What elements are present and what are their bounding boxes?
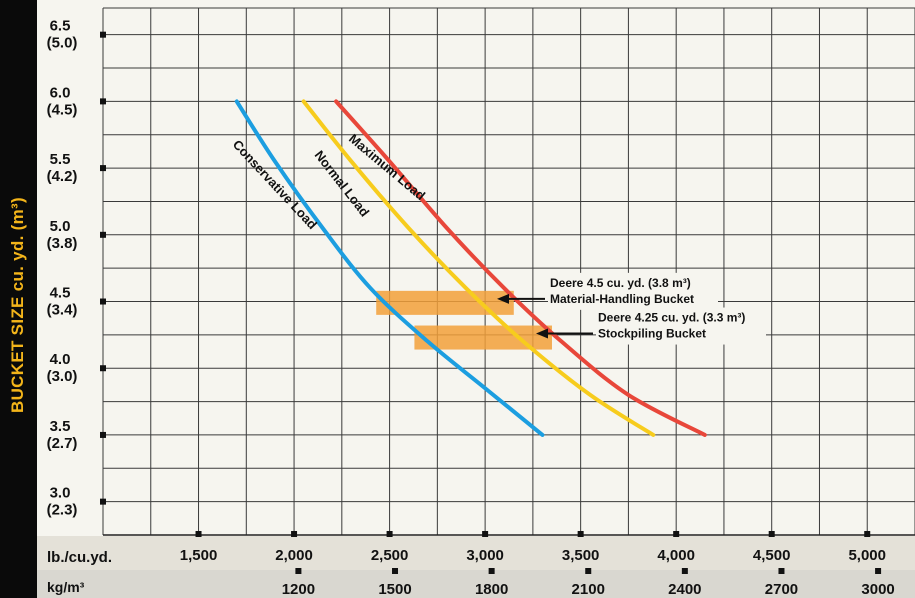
x-tick-mark: [577, 531, 584, 537]
y-axis-side-bar: BUCKET SIZE cu. yd. (m³): [0, 0, 37, 598]
annotation-line-2: Stockpiling Bucket: [598, 327, 706, 341]
y-tick-label: 5.0: [50, 218, 71, 235]
y-tick-sublabel: (2.7): [47, 435, 78, 452]
annotation-line-1: Deere 4.5 cu. yd. (3.8 m³): [550, 276, 691, 290]
x-tick-label-lb: 5,000: [848, 547, 886, 564]
x-tick-label-kg: 3000: [861, 581, 894, 598]
y-tick-sublabel: (4.2): [47, 168, 78, 185]
x-tick-label-lb: 3,500: [562, 547, 600, 564]
y-tick-label: 3.0: [50, 485, 71, 502]
kg-tick-mark: [778, 568, 785, 574]
y-tick-sublabel: (3.4): [47, 302, 78, 319]
x-tick-label-lb: 1,500: [180, 547, 218, 564]
annotation-line-1: Deere 4.25 cu. yd. (3.3 m³): [598, 311, 745, 325]
kg-tick-mark: [681, 568, 688, 574]
x-tick-label-kg: 2100: [572, 581, 605, 598]
x-tick-mark: [386, 531, 393, 537]
kg-tick-mark: [392, 568, 399, 574]
y-tick-mark: [100, 498, 106, 505]
y-tick-label: 5.5: [50, 151, 71, 168]
x-tick-label-kg: 2700: [765, 581, 798, 598]
kg-tick-mark: [295, 568, 302, 574]
y-tick-sublabel: (3.0): [47, 368, 78, 385]
x-tick-label-kg: 1200: [282, 581, 315, 598]
kg-axis-strip: [37, 570, 915, 598]
y-tick-mark: [100, 431, 106, 438]
y-tick-label: 4.0: [50, 351, 71, 368]
x-tick-mark: [673, 531, 680, 537]
series-line: [301, 99, 656, 437]
annotation-arrow-head: [497, 293, 509, 304]
y-tick-label: 6.0: [50, 84, 71, 101]
x-tick-label-lb: 2,500: [371, 547, 409, 564]
y-tick-label: 3.5: [50, 418, 71, 435]
series-line: [234, 99, 545, 437]
x-tick-label-lb: 3,000: [466, 547, 504, 564]
x-tick-label-kg: 1500: [378, 581, 411, 598]
y-tick-sublabel: (2.3): [47, 502, 78, 519]
y-tick-mark: [100, 298, 106, 305]
y-tick-mark: [100, 365, 106, 372]
x-tick-label-lb: 2,000: [275, 547, 313, 564]
x-tick-label-lb: 4,000: [657, 547, 695, 564]
x-tick-label-lb: 4,500: [753, 547, 791, 564]
annotation-arrow-head: [536, 328, 548, 339]
x-tick-mark: [291, 531, 298, 537]
annotation-background: [548, 272, 718, 310]
y-tick-mark: [100, 165, 106, 172]
x-tick-mark: [482, 531, 489, 537]
kg-tick-mark: [875, 568, 882, 574]
kg-tick-mark: [585, 568, 592, 574]
y-tick-mark: [100, 31, 106, 38]
kg-tick-mark: [488, 568, 495, 574]
y-tick-label: 4.5: [50, 285, 71, 302]
y-tick-sublabel: (3.8): [47, 235, 78, 252]
series-line: [334, 99, 707, 437]
y-tick-mark: [100, 231, 106, 238]
x-tick-mark: [768, 531, 775, 537]
y-tick-mark: [100, 98, 106, 105]
y-tick-sublabel: (4.5): [47, 101, 78, 118]
y-tick-label: 6.5: [50, 18, 71, 35]
annotation-background: [596, 307, 766, 345]
x-tick-label-kg: 2400: [668, 581, 701, 598]
x-tick-mark: [864, 531, 871, 537]
annotation-line-2: Material-Handling Bucket: [550, 292, 694, 306]
x-tick-label-kg: 1800: [475, 581, 508, 598]
y-tick-sublabel: (5.0): [47, 35, 78, 52]
x-axis-title-lb: lb./cu.yd.: [47, 549, 112, 566]
x-tick-mark: [195, 531, 202, 537]
x-axis-title-kg: kg/m³: [47, 579, 85, 595]
